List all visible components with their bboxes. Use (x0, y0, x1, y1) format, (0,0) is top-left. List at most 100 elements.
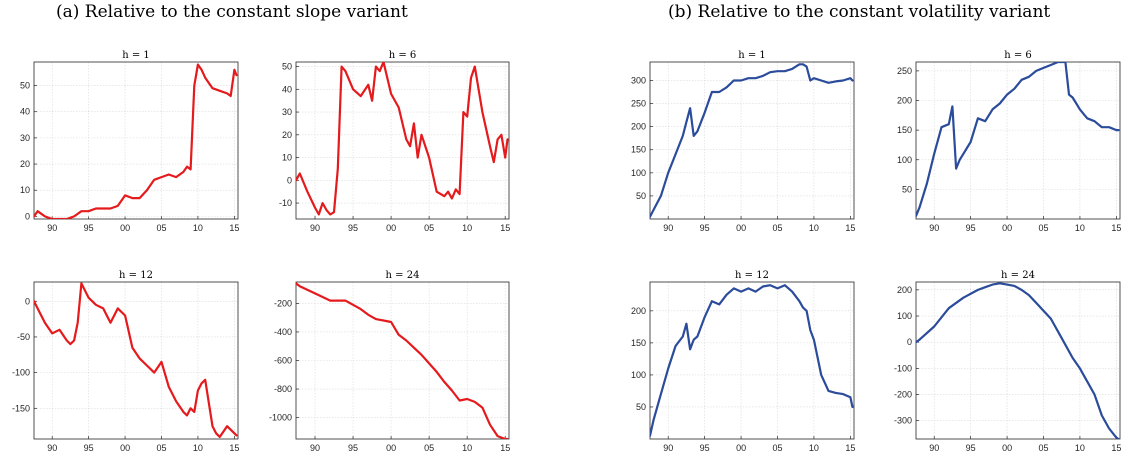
x-tick-label: 15 (1111, 223, 1121, 233)
subplot-title: h = 12 (119, 270, 153, 281)
y-tick-label: -800 (274, 384, 292, 394)
x-tick-label: 05 (156, 443, 166, 453)
x-tick-label: 15 (229, 223, 239, 233)
x-tick-label: 10 (462, 223, 472, 233)
x-tick-label: 15 (500, 223, 510, 233)
x-tick-label: 95 (966, 443, 976, 453)
x-tick-label: 15 (845, 443, 855, 453)
y-tick-label: -600 (274, 356, 292, 366)
axes-frame (33, 61, 239, 220)
y-tick-label: 0 (25, 296, 30, 306)
y-tick-label: -300 (894, 416, 912, 426)
x-tick-label: 10 (809, 443, 819, 453)
y-tick-label: 0 (25, 211, 30, 221)
series-line (650, 63, 854, 218)
y-tick-label: 200 (631, 122, 646, 132)
series-line (296, 282, 509, 439)
x-tick-label: 95 (348, 443, 358, 453)
subplot-b-3: 90 95 00 05 10 15 50 100 150 200 h = 12 (631, 270, 855, 453)
y-tick-label: 150 (631, 338, 646, 348)
y-tick-label: 200 (897, 96, 912, 106)
panel-a-title: (a) Relative to the constant slope varia… (56, 2, 408, 22)
y-tick-label: 200 (631, 306, 646, 316)
y-tick-label: 0 (907, 337, 912, 347)
x-tick-label: 90 (663, 223, 673, 233)
y-tick-label: 40 (282, 84, 292, 94)
y-tick-label: -10 (279, 198, 292, 208)
x-tick-label: 95 (348, 223, 358, 233)
y-tick-label: 50 (636, 402, 646, 412)
y-tick-label: 100 (631, 168, 646, 178)
x-tick-label: 05 (772, 223, 782, 233)
series-line (650, 284, 854, 437)
y-tick-label: 40 (20, 107, 30, 117)
series-line (296, 62, 509, 216)
subplot-title: h = 24 (1001, 270, 1035, 281)
y-tick-label: 30 (20, 133, 30, 143)
x-tick-label: 90 (47, 443, 57, 453)
x-tick-label: 00 (1002, 443, 1012, 453)
axes-frame (649, 61, 855, 220)
y-tick-label: 10 (20, 185, 30, 195)
x-tick-label: 90 (663, 443, 673, 453)
subplot-a-2: 90 95 00 05 10 15 -10 0 10 20 30 40 50 h = 6 (279, 50, 510, 233)
subplot-title: h = 6 (389, 50, 417, 61)
subplot-title: h = 24 (386, 270, 420, 281)
y-tick-label: 50 (20, 81, 30, 91)
x-tick-label: 15 (845, 223, 855, 233)
x-tick-label: 05 (424, 443, 434, 453)
x-tick-label: 00 (736, 223, 746, 233)
series-line (916, 282, 1120, 439)
y-tick-label: 300 (631, 75, 646, 85)
x-tick-label: 15 (229, 443, 239, 453)
y-tick-label: 50 (902, 184, 912, 194)
y-tick-label: 200 (897, 285, 912, 295)
subplot-title: h = 1 (122, 50, 150, 61)
y-tick-label: 100 (897, 155, 912, 165)
y-tick-label: 150 (631, 145, 646, 155)
y-tick-label: 20 (20, 159, 30, 169)
y-tick-label: -200 (274, 298, 292, 308)
x-tick-label: 00 (386, 223, 396, 233)
x-tick-label: 00 (120, 223, 130, 233)
axes-frame (915, 61, 1121, 220)
x-tick-label: 95 (700, 443, 710, 453)
y-tick-label: 250 (897, 66, 912, 76)
x-tick-label: 10 (1075, 223, 1085, 233)
subplot-b-4: 90 95 00 05 10 15 -300 -200 -100 0 100 200 h = 24 (894, 270, 1121, 453)
x-tick-label: 05 (156, 223, 166, 233)
x-tick-label: 00 (736, 443, 746, 453)
panel-b-title: (b) Relative to the constant volatility … (668, 2, 1051, 22)
axes-frame (295, 281, 510, 440)
axes-frame (295, 61, 510, 220)
x-tick-label: 10 (193, 443, 203, 453)
x-tick-label: 15 (500, 443, 510, 453)
series-line (34, 63, 238, 219)
x-tick-label: 05 (1038, 223, 1048, 233)
y-tick-label: 250 (631, 99, 646, 109)
x-tick-label: 15 (1111, 443, 1121, 453)
axes-frame (915, 281, 1121, 440)
x-tick-label: 90 (929, 443, 939, 453)
x-tick-label: 95 (966, 223, 976, 233)
y-tick-label: -100 (12, 368, 30, 378)
x-tick-label: 00 (1002, 223, 1012, 233)
y-tick-label: -200 (894, 390, 912, 400)
series-line (34, 282, 238, 438)
x-tick-label: 90 (929, 223, 939, 233)
x-tick-label: 00 (386, 443, 396, 453)
y-tick-label: 20 (282, 130, 292, 140)
x-tick-label: 10 (193, 223, 203, 233)
subplot-title: h = 12 (735, 270, 769, 281)
subplot-a-4: 90 95 00 05 10 15 -1000 -800 -600 -400 -200 h = 24 (269, 270, 510, 453)
y-tick-label: 30 (282, 107, 292, 117)
x-tick-label: 90 (310, 443, 320, 453)
y-tick-label: -400 (274, 327, 292, 337)
subplot-a-3: 90 95 00 05 10 15 -150 -100 -50 0 h = 12 (12, 270, 239, 453)
x-tick-label: 05 (1038, 443, 1048, 453)
y-tick-label: 100 (631, 370, 646, 380)
x-tick-label: 05 (424, 223, 434, 233)
subplot-b-1: 90 95 00 05 10 15 50 100 150 200 250 300 h = 1 (631, 50, 855, 233)
y-tick-label: 0 (287, 175, 292, 185)
